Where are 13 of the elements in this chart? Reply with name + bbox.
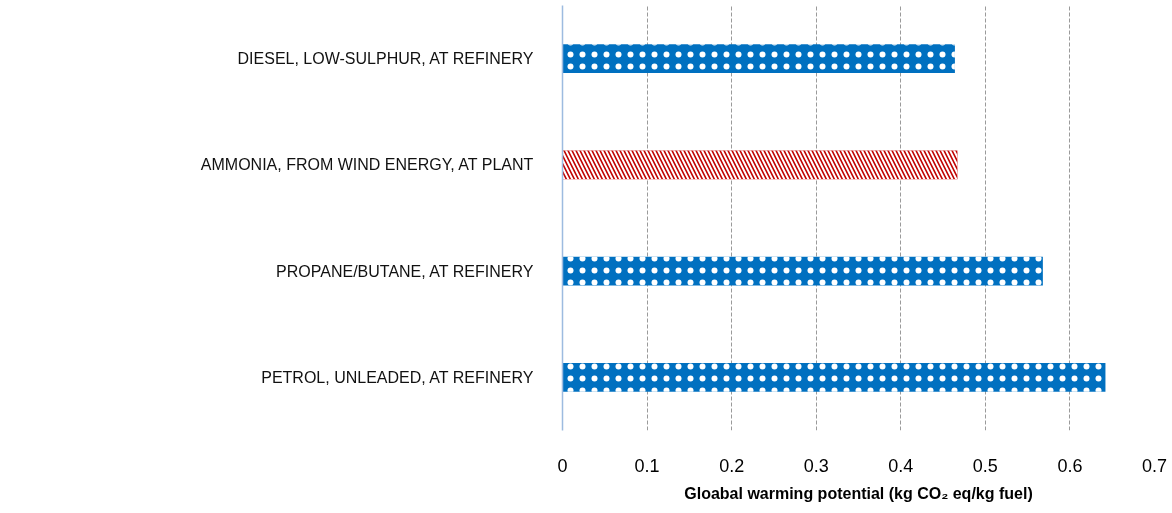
y-tick-label: PETROL, UNLEADED, AT REFINERY (261, 368, 534, 386)
x-tick-label: 0.4 (888, 455, 914, 476)
x-axis-title: Gloabal warming potential (kg CO₂ eq/kg fuel) (684, 484, 1033, 502)
x-tick-label: 0.3 (803, 455, 829, 476)
x-tick-label: 0.6 (1057, 455, 1083, 476)
x-tick-label: 0.1 (634, 455, 660, 476)
y-tick-label: AMMONIA, FROM WIND ENERGY, AT PLANT (200, 156, 534, 174)
x-tick-label: 0.7 (1141, 455, 1168, 476)
x-tick-label: 0 (557, 455, 568, 476)
x-tick-label: 0.2 (719, 455, 745, 476)
y-tick-label: DIESEL, LOW-SULPHUR, AT REFINERY (237, 50, 534, 68)
y-tick-label: PROPANE/BUTANE, AT REFINERY (276, 262, 534, 280)
x-tick-label: 0.5 (972, 455, 998, 476)
